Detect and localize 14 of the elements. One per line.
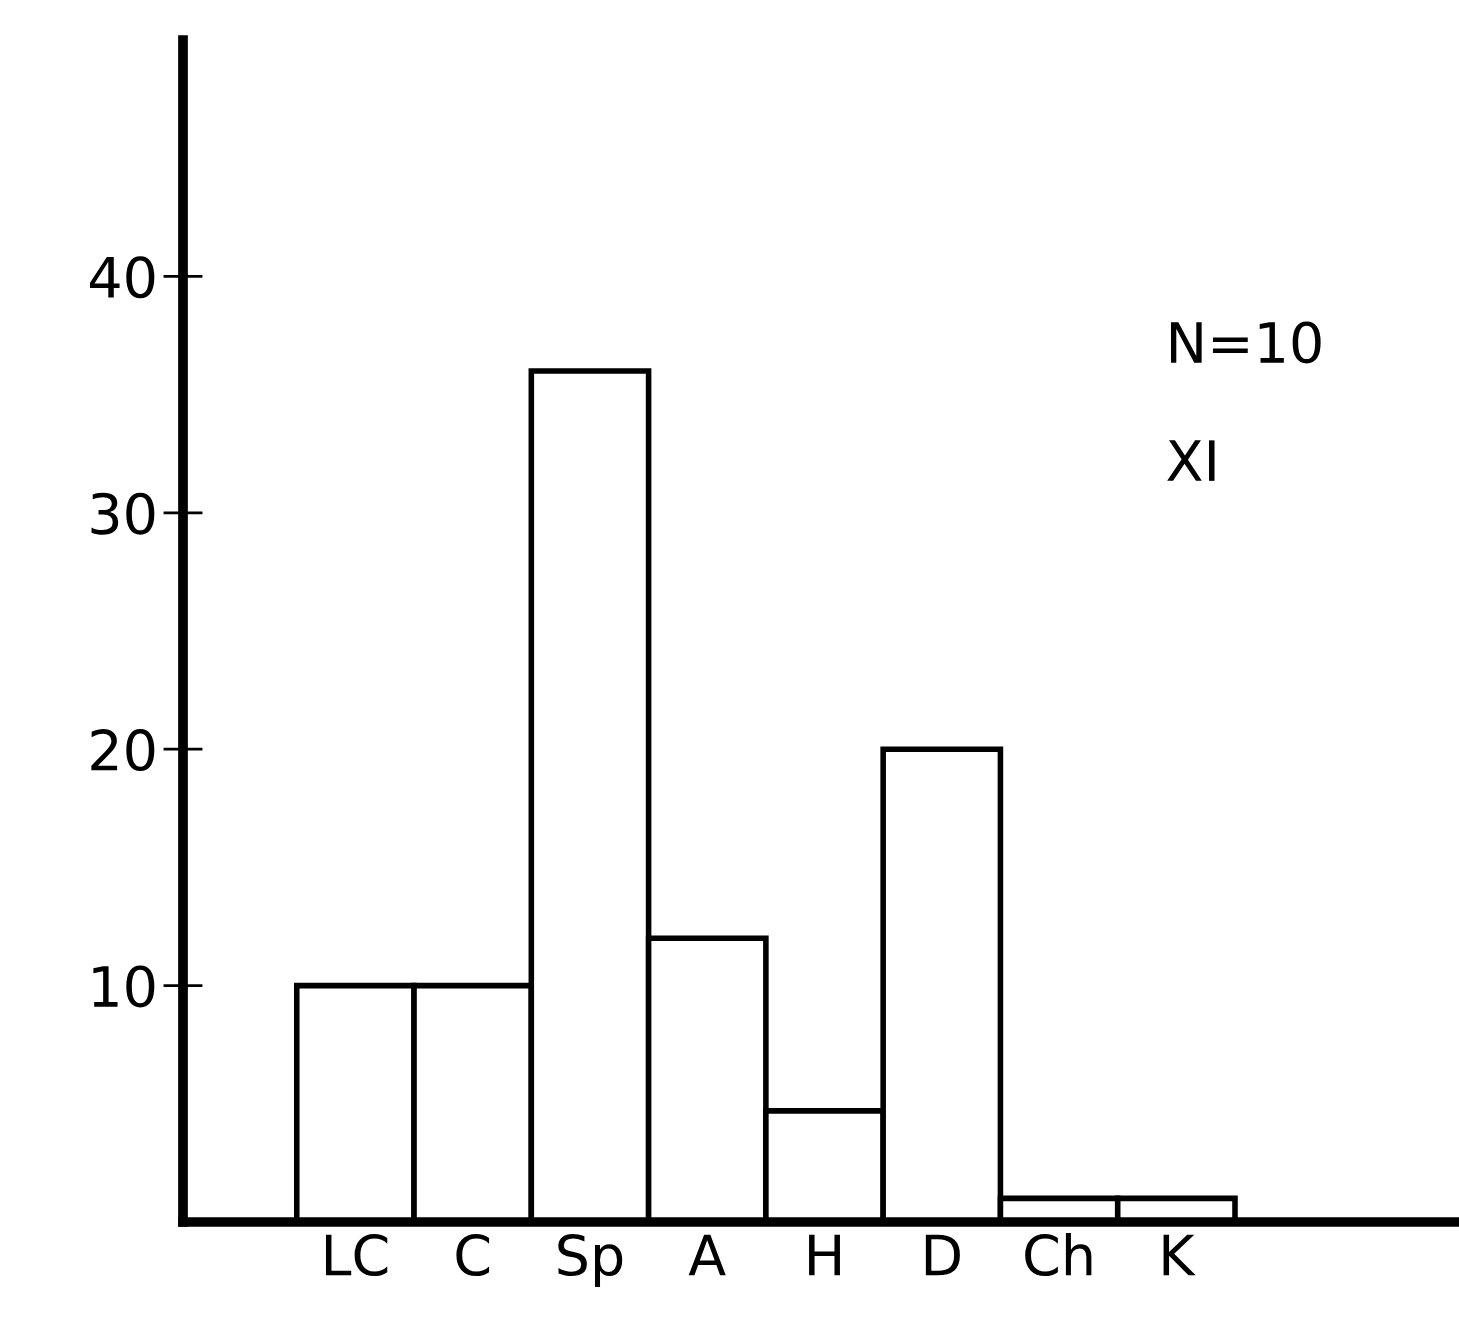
y-tick-label: 10 — [93, 965, 155, 1008]
x-tick-label: LC — [325, 1234, 388, 1277]
x-tick-label: Ch — [1025, 1233, 1092, 1277]
x-tick-label: H — [809, 1234, 840, 1276]
x-tick-label: Sp — [558, 1234, 623, 1287]
y-tick-label: 20 — [91, 729, 155, 772]
annotation: XI — [1167, 440, 1215, 481]
annotation: N=10 — [1170, 321, 1321, 364]
x-tick-label: A — [688, 1234, 726, 1276]
y-tick-label: 40 — [90, 256, 155, 299]
x-tick-label: D — [925, 1234, 960, 1276]
x-tick-label: C — [456, 1234, 490, 1277]
x-tick-label: K — [1163, 1234, 1196, 1276]
y-tick-label: 30 — [91, 492, 155, 535]
